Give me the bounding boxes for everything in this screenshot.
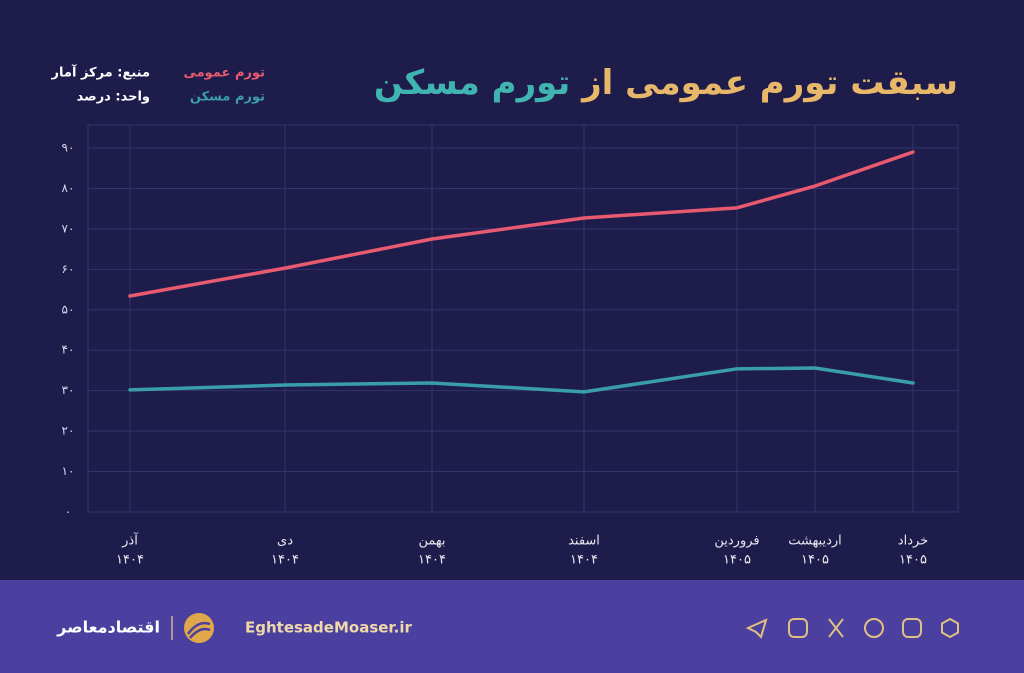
y-tick-label: ۹۰ [62,141,75,155]
title-part: تورم مسکن [374,63,570,103]
legend-label: تورم مسکن [190,90,265,105]
series-line [128,150,915,298]
x-tick-label: اردیبهشت [788,534,842,549]
x-tick-sublabel: ۱۴۰۵ [723,553,751,568]
chart-title: سبقت تورم عمومی از تورم مسکن [374,63,958,103]
y-tick-label: ۳۰ [62,383,75,397]
x-tick-sublabel: ۱۴۰۴ [418,553,446,568]
unit: واحد: درصد [77,90,150,105]
x-tick-sublabel: ۱۴۰۴ [271,553,299,568]
logo-mark [186,621,211,639]
y-tick-label: ۶۰ [62,262,75,276]
y-tick-label: ۲۰ [62,424,75,438]
x-icon[interactable] [828,618,844,638]
y-tick-label: ۷۰ [62,221,75,235]
eitaa-icon[interactable] [902,618,922,638]
x-tick-sublabel: ۱۴۰۵ [899,553,927,568]
legend-label: تورم عمومی [183,66,265,81]
aparat-icon[interactable] [864,618,884,638]
x-tick-label: اسفند [568,534,600,549]
x-tick-label: بهمن [418,534,445,549]
y-tick-label: ۴۰ [62,343,75,357]
logo [184,613,214,643]
source: منبع: مرکز آمار [51,64,150,81]
instagram-icon[interactable] [788,618,808,638]
x-tick-label: خرداد [898,534,928,549]
title-part: سبقت تورم عمومی از [580,63,958,103]
x-tick-label: آذر [121,532,139,549]
plot: ۰ ۱۰ ۲۰ ۳۰ ۴۰ ۵۰ ۶۰ ۷۰ ۸۰ ۹۰ آذر ۱۴۰۴ دی ۱۴۰۴ بهمن ۱۴۰۴… [62,66,959,568]
y-tick-label: ۸۰ [62,181,75,195]
footer-band [0,580,1024,673]
y-tick-label: ۱۰ [62,464,75,478]
x-tick-label: فروردین [714,534,759,549]
y-tick-label: ۵۰ [62,302,75,316]
x-tick-sublabel: ۱۴۰۴ [116,553,144,568]
x-tick-sublabel: ۱۴۰۵ [801,553,829,568]
y-tick-label: ۰ [65,505,71,519]
x-tick-label: دی [277,534,293,549]
rubika-icon[interactable] [941,617,959,639]
x-tick-sublabel: ۱۴۰۴ [570,553,598,568]
brand: اقتصادمعاصر [56,618,160,637]
telegram-icon[interactable] [745,618,768,639]
website: EghtesadeMoaser.ir [245,619,413,637]
series-line [128,366,915,394]
social-icons [745,617,959,639]
